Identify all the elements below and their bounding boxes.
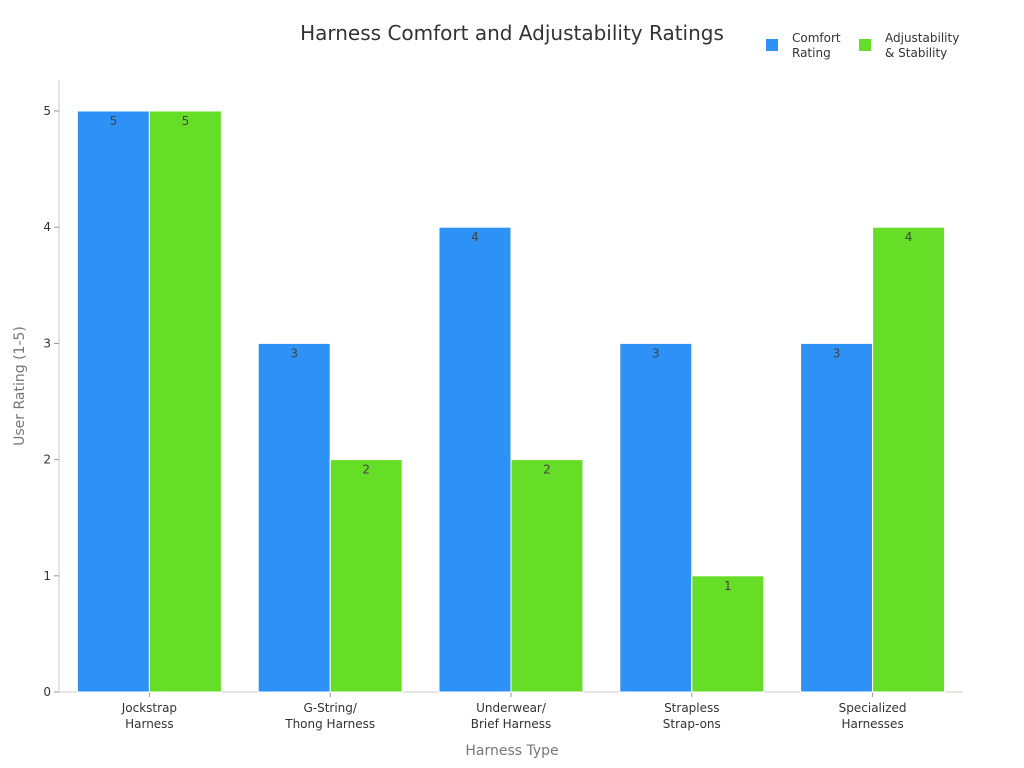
bar-adjustability [329, 459, 403, 693]
x-tick-label: Specialized Harnesses [839, 701, 907, 731]
data-label: 3 [652, 346, 660, 360]
y-tick-label: 4 [43, 220, 51, 234]
y-tick-label: 5 [43, 104, 51, 118]
data-label: 5 [182, 114, 190, 128]
bar-adjustability [691, 575, 765, 693]
legend-label: Comfort Rating [792, 31, 841, 60]
data-label: 1 [724, 579, 732, 593]
bar-adjustability [148, 110, 222, 693]
data-label: 4 [905, 230, 913, 244]
x-axis-title: Harness Type [465, 743, 558, 759]
bar-comfort [438, 226, 512, 693]
legend-swatch [859, 39, 871, 51]
data-label: 4 [471, 230, 479, 244]
bar-adjustability [872, 226, 946, 693]
data-label: 3 [833, 346, 841, 360]
bar-adjustability [510, 459, 584, 693]
bar-comfort [800, 342, 874, 693]
data-label: 2 [543, 463, 551, 477]
y-tick-label: 0 [43, 685, 51, 699]
x-tick-label: Strapless Strap-ons [663, 701, 721, 731]
y-tick-label: 3 [43, 336, 51, 350]
y-axis-title: User Rating (1-5) [12, 326, 28, 446]
bar-comfort [619, 342, 693, 693]
data-label: 5 [110, 114, 118, 128]
x-tick-label: G-String/Thong Harness [284, 701, 375, 731]
bar-comfort [257, 342, 331, 693]
x-tick-label: Jockstrap Harness [121, 701, 177, 731]
legend: Comfort Rating Adjustability & Stability [766, 31, 959, 60]
y-tick-label: 1 [43, 569, 51, 583]
chart-title: Harness Comfort and Adjustability Rating… [300, 21, 724, 45]
x-tick-label: Underwear/Brief Harness [471, 701, 552, 731]
data-label: 2 [362, 463, 370, 477]
data-label: 3 [290, 346, 298, 360]
bar-comfort [76, 110, 150, 693]
legend-swatch [766, 39, 778, 51]
legend-label: Adjustability & Stability [885, 31, 959, 60]
plot-area: 0 1 2 3 4 5 Jockstrap Harness 5 5 G-String/Thong H… [43, 80, 963, 731]
y-tick-label: 2 [43, 453, 51, 467]
